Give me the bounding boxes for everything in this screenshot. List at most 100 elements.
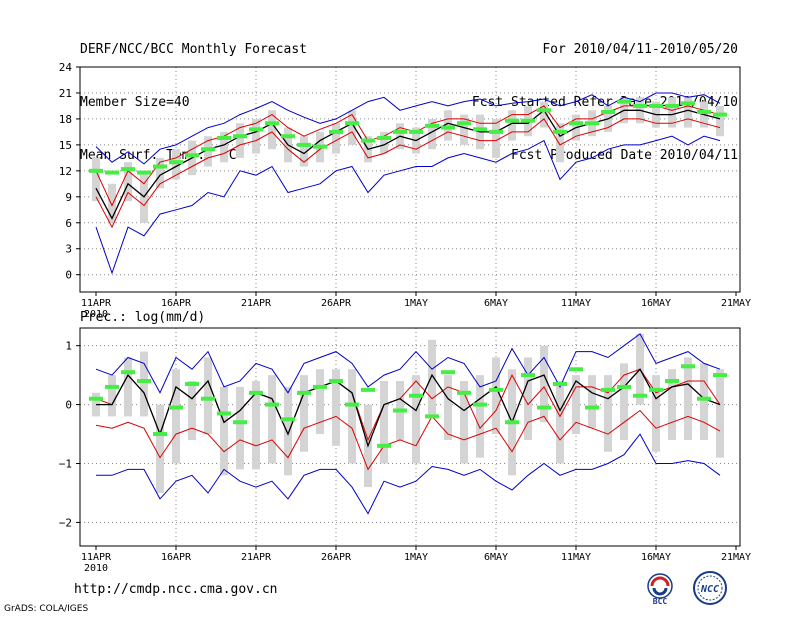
temperature-observed-marker [297,142,311,147]
precip-box [332,369,340,446]
precip-xtick-label: 16MAY [641,552,671,563]
precip-box [300,375,308,452]
precip-observed-marker [89,396,103,401]
precip-observed-marker [633,393,647,398]
precip-observed-marker [425,414,439,419]
temperature-box [300,136,308,167]
temperature-xtick-label: 1MAY [404,298,428,309]
precip-box [268,375,276,464]
temperature-observed-marker [521,118,535,123]
temperature-observed-marker [697,110,711,114]
member-size: Member Size=40 [80,95,190,110]
precip-observed-marker [265,402,279,407]
precip-observed-marker [473,402,487,407]
temperature-observed-marker [617,99,631,104]
temperature-box [220,131,228,163]
precip-observed-marker [409,393,423,398]
temperature-observed-marker [489,129,503,134]
precip-observed-marker [233,420,247,425]
precip-observed-marker [185,381,199,386]
precip-xtick-label: 6MAY [484,552,508,563]
temperature-box [348,110,356,145]
temperature-box [540,101,548,128]
temperature-xtick-label: 16APR [161,298,192,309]
temperature-line-max [95,92,721,165]
precip-box [284,386,292,476]
temperature-observed-marker [681,101,695,106]
temperature-observed-marker [361,138,375,143]
precip-box [492,357,500,435]
precip-observed-marker [489,387,503,392]
temperature-observed-marker [313,144,327,149]
source-url[interactable]: http://cmdp.ncc.cma.gov.cn [74,582,278,597]
precip-observed-marker [137,379,151,384]
produced-date: Fcst Produced Date 2010/04/11 [511,148,738,163]
precip-observed-marker [601,387,615,392]
temperature-box [684,97,692,128]
precip-box [348,369,356,464]
temperature-observed-marker [537,108,551,113]
bcc-logo: BCC [647,573,673,606]
precip-observed-marker [281,417,295,422]
precip-box [700,363,708,440]
temperature-observed-marker [201,147,215,152]
precip-line-min [96,433,721,515]
temperature-observed-marker [665,103,679,108]
temperature-xtick-label: 6MAY [484,298,508,309]
precip-box [236,386,244,470]
temperature-box [252,118,260,154]
bcc-logo-text: BCC [653,597,668,606]
precip-observed-marker [649,387,663,392]
precip-observed-marker [345,402,359,407]
temperature-box [668,97,676,128]
precip-box [380,381,388,464]
temperature-box [108,183,116,223]
temperature-observed-marker [345,121,359,126]
precip-box [428,339,436,417]
precip-box [412,375,420,464]
precip-observed-marker [521,373,535,378]
temperature-ytick-label: 24 [59,61,73,74]
precip-box [620,363,628,440]
precip-box [684,357,692,440]
precip-box [220,386,228,476]
precip-xtick-label: 11MAY [561,552,591,563]
precip-box [108,375,116,417]
precip-observed-marker [249,390,263,395]
precip-box [172,369,180,464]
ncc-logo-text: NCC [700,584,719,595]
precip-observed-marker [665,379,679,384]
precip-box [252,381,260,470]
temperature-observed-marker [329,129,343,134]
precip-box [316,369,324,435]
precip-box [188,381,196,440]
temperature-box [556,123,564,163]
precip-observed-marker [393,408,407,413]
precip-xtick-label: 26APR [321,552,352,563]
ncc-logo: NCC [693,571,727,605]
precip-observed-marker [617,384,631,389]
temperature-panel: 0 3 6 9 12 15 18 21 24 11APR 16APR 21APR 26APR 1MAY 6M… [59,61,751,320]
temperature-box [332,123,340,154]
precip-xtick-label: 21MAY [721,552,751,563]
temperature-observed-marker [393,129,407,134]
temperature-box [428,118,436,150]
precip-observed-marker [313,384,327,389]
precip-box [476,375,484,458]
temperature-observed-marker [137,170,151,175]
temperature-box [172,149,180,180]
precip-observed-marker [329,379,343,384]
precip-observed-marker [505,420,519,425]
precip-ytick-label: −1 [59,458,72,471]
temperature-ytick-label: 18 [59,113,72,126]
precip-observed-marker [697,396,711,401]
precip-observed-marker [553,381,567,386]
temperature-observed-marker [569,121,583,126]
precip-panel-title: Prec.: log(mm/d) [80,310,205,325]
precip-observed-marker [169,405,183,410]
precip-box [124,357,132,417]
precip-line-max [95,333,721,394]
temperature-ytick-label: 9 [65,191,72,204]
precip-box [204,357,212,435]
temperature-year-label: 2010 [84,309,108,320]
